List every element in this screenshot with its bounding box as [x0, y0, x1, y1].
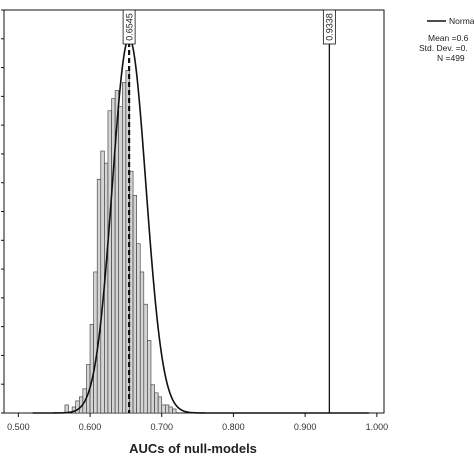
- x-tick-label: 0.600: [79, 422, 102, 432]
- histogram-bar: [172, 408, 177, 414]
- legend-stat-mean: Mean =0.6: [428, 33, 469, 43]
- normal-curve-layer: [32, 37, 369, 414]
- histogram-bar: [143, 303, 148, 414]
- histogram-bar: [125, 70, 130, 414]
- histogram-bar: [136, 243, 141, 414]
- x-axis: 0.500 0.600 0.700 0.800 0.900 1.000: [1, 9, 389, 432]
- reference-label-box: 0.9338: [322, 9, 336, 45]
- histogram-bar: [147, 340, 152, 414]
- histogram-bar: [122, 82, 127, 414]
- histogram-bar: [168, 406, 173, 414]
- histogram-bar: [150, 384, 155, 414]
- x-tick-label: 1.000: [366, 422, 389, 432]
- x-tick-label: 0.700: [150, 422, 173, 432]
- histogram-bar: [139, 271, 145, 414]
- histogram-bar: [96, 178, 102, 414]
- reference-label-box: 0.6545: [122, 9, 136, 45]
- normal-curve: [32, 37, 369, 414]
- reference-lines: 0.6545 0.9338: [122, 9, 336, 413]
- reference-label-frame: [322, 9, 336, 45]
- histogram-bar: [107, 110, 112, 414]
- histogram-bar: [100, 150, 105, 414]
- plot-frame: [3, 9, 385, 414]
- plot-border: [3, 9, 385, 414]
- legend-stat-sd: Std. Dev. =0.: [419, 43, 468, 53]
- reference-label-frame: [122, 9, 136, 45]
- x-tick-label: 0.900: [294, 422, 317, 432]
- legend-series-label: Norma: [449, 16, 474, 26]
- histogram-bar: [118, 106, 123, 414]
- histogram-bar: [132, 195, 137, 414]
- legend-stat-n: N =499: [437, 53, 465, 63]
- histogram-bar: [154, 392, 159, 414]
- reference-label: 0.9338: [325, 13, 335, 41]
- x-tick-label: 0.500: [7, 422, 30, 432]
- x-tick-label: 0.800: [222, 422, 245, 432]
- reference-label: 0.6545: [124, 13, 134, 41]
- histogram-bar: [75, 400, 80, 414]
- histogram-bar: [89, 324, 94, 414]
- histogram-bar: [157, 396, 163, 414]
- legend: Norma Mean =0.6 Std. Dev. =0. N =499: [419, 16, 474, 63]
- histogram-bar: [161, 404, 166, 414]
- histogram-bar: [165, 404, 170, 414]
- histogram-bar: [93, 271, 98, 414]
- histogram-bars: [64, 70, 177, 414]
- x-axis-label: AUCs of null-models: [129, 441, 257, 456]
